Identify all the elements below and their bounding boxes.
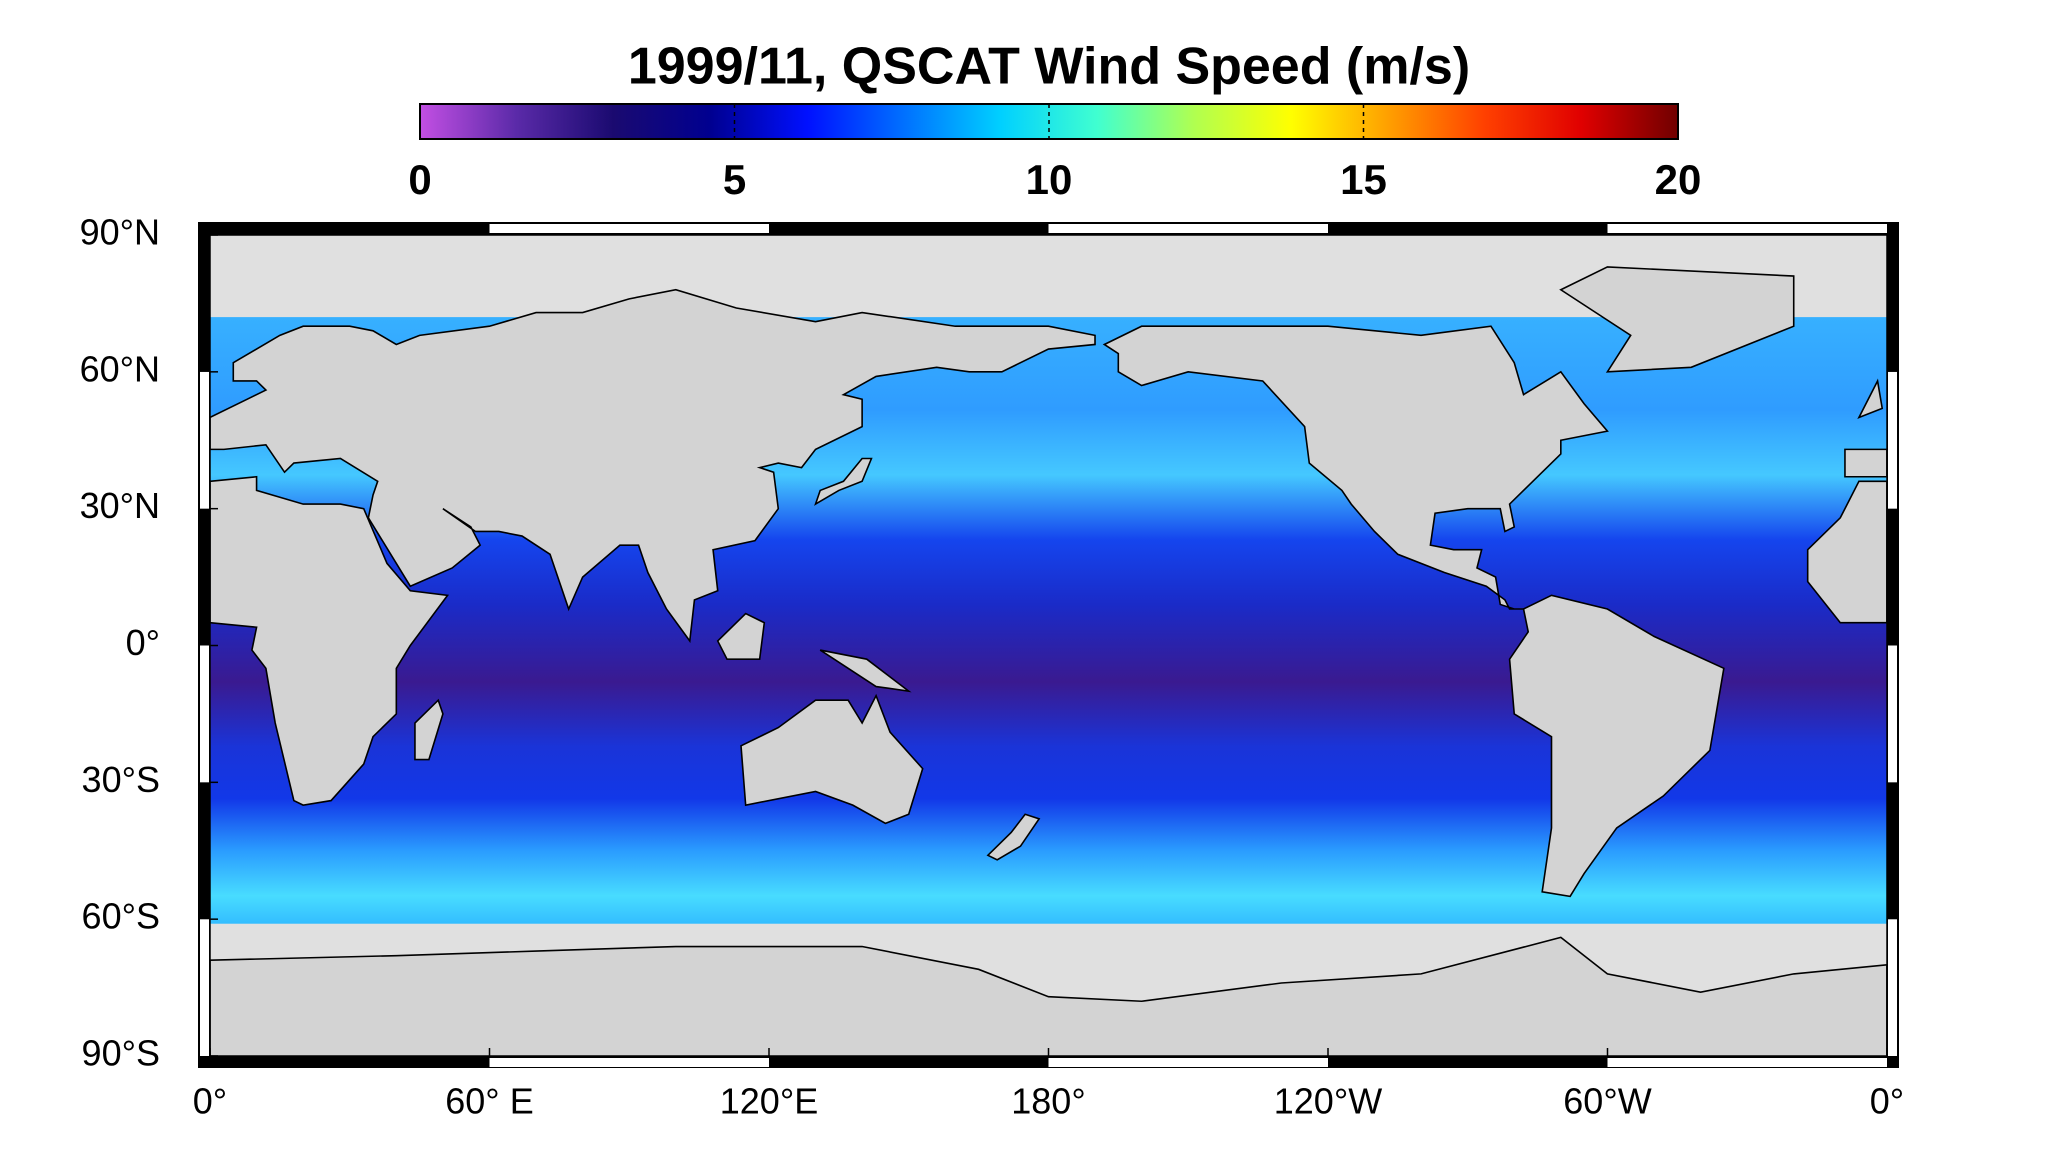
frame-bar <box>1607 224 1887 233</box>
y-tick-label: 90°S <box>82 1033 160 1074</box>
frame-bar <box>200 645 209 783</box>
y-tick-label: 30°N <box>80 485 160 526</box>
map <box>210 235 1887 1056</box>
africa <box>210 477 448 805</box>
africa-west <box>1808 481 1887 622</box>
chart-title: 1999/11, QSCAT Wind Speed (m/s) <box>628 38 1470 96</box>
frame-bar <box>1048 1058 1328 1067</box>
axes: 0° 60° E 120°E 180° 120°W 60°W 0° 90°S 60°S 30°S 0… <box>80 212 1905 1122</box>
eurasia <box>210 290 1095 641</box>
colorbar-tick-label: 5 <box>723 156 746 203</box>
greenland <box>1561 267 1794 372</box>
frame-bar <box>1888 645 1897 783</box>
japan <box>816 458 872 504</box>
x-tick-label: 60°W <box>1563 1081 1651 1122</box>
new-zealand <box>988 814 1039 860</box>
frame-bar <box>210 224 490 233</box>
madagascar <box>415 700 443 759</box>
frame-bar <box>200 235 209 372</box>
y-tick-label: 90°N <box>80 212 160 253</box>
new-guinea <box>820 650 909 691</box>
frame-bar <box>1328 224 1608 233</box>
x-tick-label: 0° <box>1870 1081 1904 1122</box>
frame-bar <box>1888 508 1897 646</box>
frame-bar <box>769 1058 1049 1067</box>
colorbar-tick-label: 0 <box>408 156 431 203</box>
map-border <box>209 234 1888 1057</box>
frame-bar <box>200 919 209 1056</box>
iberia <box>1845 449 1887 476</box>
frame-bar <box>1888 782 1897 920</box>
colorbar-tick-label: 10 <box>1026 156 1073 203</box>
x-tick-label: 60° E <box>445 1081 533 1122</box>
frame-bar <box>769 224 1049 233</box>
australia <box>741 696 923 824</box>
x-tick-label: 0° <box>193 1081 227 1122</box>
colorbar: 0 5 10 15 20 <box>408 103 1702 203</box>
x-tick-label: 180° <box>1011 1081 1085 1122</box>
colorbar-tick-label: 15 <box>1340 156 1387 203</box>
y-tick-label: 30°S <box>82 759 160 800</box>
map-geometry <box>210 235 1887 1056</box>
frame-bar <box>1328 1058 1608 1067</box>
frame-bar <box>1888 919 1897 1056</box>
x-tick-label: 120°E <box>720 1081 818 1122</box>
north-america <box>1104 326 1607 609</box>
y-tick-label: 60°N <box>80 348 160 389</box>
frame-bar <box>1048 224 1328 233</box>
frame-bar <box>200 508 209 646</box>
borneo <box>718 614 765 660</box>
frame-bar <box>1607 1058 1887 1067</box>
y-tick-label: 60°S <box>82 896 160 937</box>
y-tick-label: 0° <box>126 622 160 663</box>
frame-bar <box>1888 371 1897 509</box>
frame-bar <box>489 224 769 233</box>
frame-bar <box>489 1058 769 1067</box>
south-america <box>1510 595 1724 896</box>
frame-bar <box>210 1058 490 1067</box>
frame-bar <box>1888 235 1897 372</box>
frame-bar <box>200 371 209 509</box>
britain <box>1859 381 1882 417</box>
frame-bar <box>200 782 209 920</box>
colorbar-tick-label: 20 <box>1655 156 1702 203</box>
x-tick-label: 120°W <box>1274 1081 1382 1122</box>
